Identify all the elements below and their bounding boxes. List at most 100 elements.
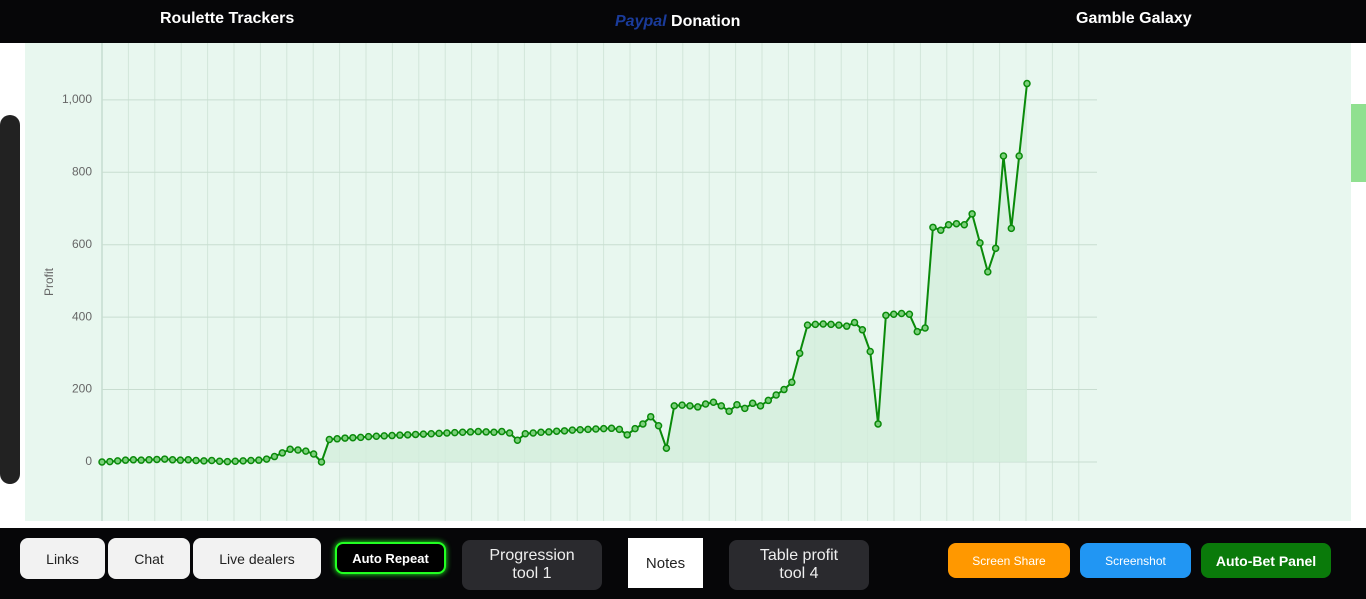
point	[937, 226, 945, 234]
point	[223, 457, 232, 466]
button[interactable]: Auto-Bet Panel	[1201, 543, 1331, 578]
area	[102, 83, 1027, 462]
point	[560, 427, 569, 435]
nav-link[interactable]: Gamble Galaxy	[1076, 10, 1192, 27]
point	[121, 456, 130, 464]
point	[670, 402, 678, 410]
chart: Profit 0 200 400 600 800 1,000	[0, 43, 1366, 521]
point	[607, 424, 616, 433]
point	[889, 310, 898, 318]
point	[929, 223, 937, 232]
y-tick-label: 0	[85, 454, 92, 468]
point	[576, 425, 584, 434]
point	[694, 403, 702, 411]
point	[976, 239, 984, 247]
nav-link[interactable]: Roulette Trackers	[160, 10, 295, 27]
point	[811, 320, 820, 329]
button[interactable]: Chat	[108, 538, 190, 579]
point	[168, 456, 177, 464]
point	[411, 430, 420, 439]
point	[443, 429, 451, 437]
point	[286, 445, 294, 454]
button[interactable]: Table profit tool 4	[729, 540, 869, 590]
point	[952, 219, 961, 228]
y-tick-label: 600	[72, 237, 92, 251]
point	[403, 431, 412, 439]
point	[364, 432, 373, 441]
point	[207, 456, 216, 465]
point	[772, 391, 780, 399]
y-tick-label: 400	[72, 309, 92, 323]
point	[255, 456, 263, 464]
point	[913, 327, 922, 336]
button[interactable]: Notes	[628, 538, 703, 588]
point	[1007, 224, 1016, 233]
point	[388, 431, 396, 440]
point	[984, 268, 992, 276]
point	[568, 426, 577, 434]
point	[686, 402, 694, 410]
point	[239, 457, 247, 465]
point	[153, 455, 161, 464]
point	[764, 396, 773, 405]
top-bar: Roulette Trackers Paypal Donation Gamble…	[0, 0, 1366, 43]
point	[184, 456, 192, 464]
button[interactable]: Links	[20, 538, 105, 579]
button[interactable]: Screenshot	[1080, 543, 1191, 578]
point	[521, 429, 530, 438]
y-tick-label: 1,000	[62, 92, 92, 106]
point	[396, 431, 404, 439]
point	[780, 385, 788, 394]
point	[842, 322, 851, 330]
point	[451, 428, 459, 437]
point	[756, 402, 765, 410]
point	[317, 458, 326, 466]
button[interactable]: Live dealers	[193, 538, 321, 579]
point	[176, 456, 185, 464]
point	[427, 429, 435, 438]
point	[991, 244, 1000, 253]
point	[419, 430, 428, 438]
point	[905, 310, 914, 318]
point	[874, 420, 882, 428]
y-tick-label: 800	[72, 164, 92, 178]
point	[98, 458, 106, 466]
point	[921, 324, 929, 332]
point	[866, 347, 874, 356]
button[interactable]: Progression tool 1	[462, 540, 602, 590]
point	[458, 428, 467, 437]
point	[262, 455, 271, 463]
sidebar[interactable]	[0, 115, 20, 484]
point	[231, 457, 240, 465]
point	[733, 401, 741, 409]
point	[1015, 152, 1023, 160]
point	[850, 318, 859, 327]
button[interactable]: Screen Share	[948, 543, 1070, 578]
point	[788, 378, 796, 387]
point	[795, 349, 804, 358]
point	[302, 447, 310, 455]
donation-link[interactable]: Paypal Donation	[615, 13, 740, 31]
point	[200, 457, 208, 465]
point	[349, 433, 357, 442]
point	[741, 404, 749, 413]
point	[701, 400, 710, 408]
point	[435, 429, 443, 438]
side-tab[interactable]	[1351, 104, 1366, 182]
point	[278, 449, 287, 457]
point	[113, 457, 122, 465]
point	[474, 427, 483, 436]
point	[654, 422, 663, 430]
point	[968, 210, 976, 218]
point	[858, 326, 867, 334]
point	[333, 435, 341, 443]
button[interactable]: Auto Repeat	[335, 542, 446, 574]
point	[960, 221, 969, 229]
y-tick-label: 200	[72, 382, 92, 396]
point	[615, 425, 624, 434]
point	[999, 152, 1008, 160]
point	[552, 427, 561, 435]
y-axis-label: Profit	[42, 267, 56, 296]
point	[545, 428, 553, 436]
